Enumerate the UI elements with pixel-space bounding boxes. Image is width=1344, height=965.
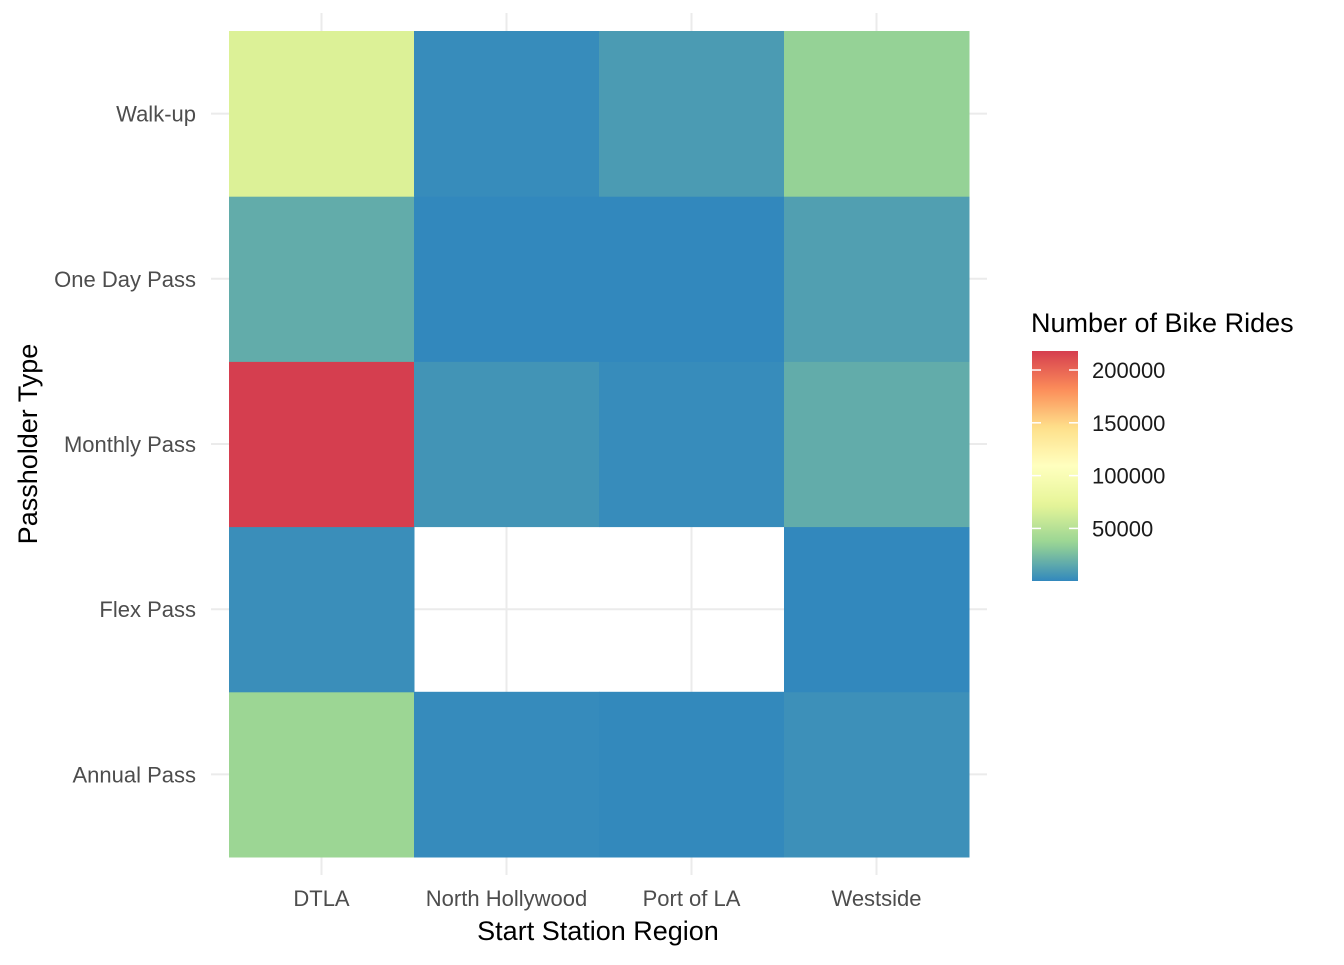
legend-tick-label: 50000 xyxy=(1092,516,1153,541)
heatmap-tile-monthly-pass-north-hollywood xyxy=(414,361,600,528)
legend-title: Number of Bike Rides xyxy=(1031,308,1294,338)
heatmap-tile-monthly-pass-westside xyxy=(784,361,970,528)
heatmap-tile-walk-up-north-hollywood xyxy=(414,31,600,197)
heatmap-tile-walk-up-port-of-la xyxy=(599,31,785,197)
y-tick-label: Flex Pass xyxy=(99,597,196,622)
x-tick-label: Westside xyxy=(831,886,921,911)
legend-tick-label: 100000 xyxy=(1092,464,1165,489)
heatmap-tile-flex-pass-westside xyxy=(784,526,970,693)
heatmap-tile-annual-pass-north-hollywood xyxy=(414,691,600,858)
heatmap-tile-walk-up-dtla xyxy=(229,31,415,197)
x-tick-label: North Hollywood xyxy=(426,886,587,911)
heatmap-tile-walk-up-westside xyxy=(784,31,970,197)
x-tick-label: Port of LA xyxy=(643,886,741,911)
legend-ticks: 50000 100000 150000 200000 xyxy=(1032,358,1165,541)
heatmap-tile-annual-pass-port-of-la xyxy=(599,691,785,858)
heatmap-tile-one-day-pass-westside xyxy=(784,196,970,362)
heatmap-tile-one-day-pass-north-hollywood xyxy=(414,196,600,362)
y-tick-label: One Day Pass xyxy=(54,267,196,292)
y-axis-title: Passholder Type xyxy=(13,344,43,545)
y-axis-ticks: Annual Pass Flex Pass Monthly Pass One Day … xyxy=(54,102,196,788)
x-axis-title: Start Station Region xyxy=(477,916,719,946)
heatmap-tile-annual-pass-westside xyxy=(784,691,970,858)
heatmap-tile-annual-pass-dtla xyxy=(229,691,415,858)
y-tick-label: Monthly Pass xyxy=(64,432,196,457)
y-tick-label: Annual Pass xyxy=(72,762,196,787)
legend-tick-label: 200000 xyxy=(1092,358,1165,383)
heatmap-tile-flex-pass-dtla xyxy=(229,526,415,693)
heatmap-tile-one-day-pass-dtla xyxy=(229,196,415,362)
heatmap-tile-one-day-pass-port-of-la xyxy=(599,196,785,362)
y-tick-label: Walk-up xyxy=(116,102,196,127)
x-tick-label: DTLA xyxy=(293,886,350,911)
heatmap-tile-monthly-pass-dtla xyxy=(229,361,415,528)
heatmap-tiles xyxy=(229,31,970,858)
legend-tick-label: 150000 xyxy=(1092,411,1165,436)
heatmap-tile-monthly-pass-port-of-la xyxy=(599,361,785,528)
x-axis-ticks: DTLA North Hollywood Port of LA Westside xyxy=(293,886,921,911)
legend-colorbar xyxy=(1032,351,1078,581)
color-legend: Number of Bike Rides 50000 100000 150000 20… xyxy=(1031,308,1294,581)
